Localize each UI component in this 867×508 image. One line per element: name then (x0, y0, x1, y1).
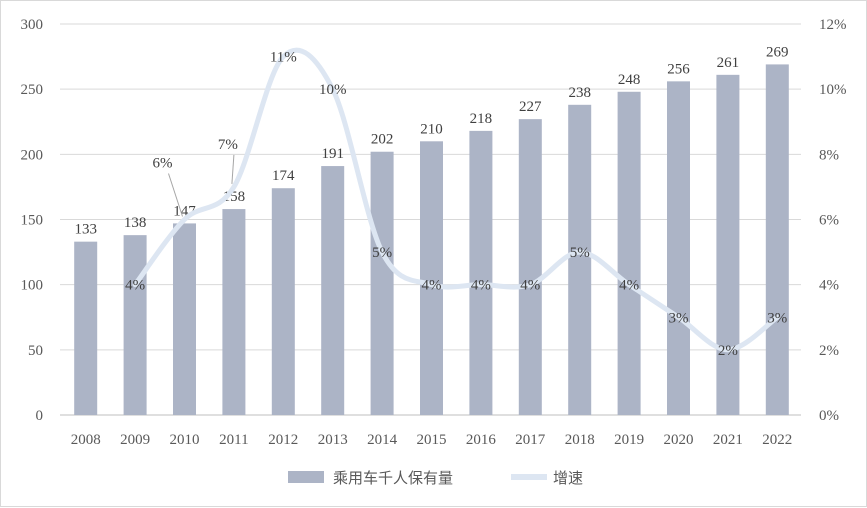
growth-value-label: 4% (619, 278, 639, 294)
bar-value-label: 269 (766, 44, 789, 60)
bar (568, 104, 592, 415)
bar (518, 119, 542, 415)
growth-value-label: 3% (669, 310, 689, 326)
y-right-tick-label: 0% (819, 408, 839, 424)
x-tick-label: 2018 (565, 432, 595, 448)
bar (222, 209, 246, 415)
line-series (132, 47, 780, 353)
bar-value-label: 174 (272, 168, 295, 184)
x-tick-label: 2010 (170, 432, 200, 448)
growth-line (132, 47, 780, 353)
x-tick-label: 2008 (71, 432, 101, 448)
bar (765, 64, 789, 416)
left-axis-ticks: 0 50 100 150 200 250 300 (21, 17, 44, 424)
x-tick-label: 2011 (219, 432, 248, 448)
right-axis-ticks: 0% 2% 4% 6% 8% 10% 12% (819, 17, 847, 424)
legend: 乘用车千人保有量 增速 (288, 469, 583, 487)
bar (123, 235, 147, 415)
growth-value-label: 5% (570, 245, 590, 261)
bar (420, 141, 443, 416)
y-left-tick-label: 100 (21, 278, 44, 294)
x-tick-label: 2019 (614, 432, 644, 448)
bar (716, 74, 740, 415)
growth-value-label: 3% (767, 310, 787, 326)
x-tick-label: 2021 (713, 432, 743, 448)
x-tick-label: 2009 (120, 432, 150, 448)
y-right-tick-label: 6% (819, 213, 839, 229)
growth-value-label: 4% (471, 278, 491, 294)
legend-label-bars: 乘用车千人保有量 (333, 469, 453, 487)
x-tick-label: 2017 (515, 432, 546, 448)
bar (321, 166, 345, 415)
y-left-tick-label: 150 (21, 213, 44, 229)
bar-value-label: 210 (420, 121, 443, 137)
growth-value-label: 7% (218, 137, 238, 153)
legend-swatch-bars (288, 471, 324, 483)
bar (173, 223, 196, 415)
bar (469, 130, 493, 415)
y-right-tick-label: 12% (819, 17, 847, 33)
x-tick-label: 2014 (367, 432, 398, 448)
y-right-tick-label: 2% (819, 343, 839, 359)
y-left-tick-label: 250 (21, 82, 44, 98)
bar (74, 241, 98, 415)
y-left-tick-label: 300 (21, 17, 44, 33)
bar-value-label: 227 (519, 99, 542, 115)
bar-value-label: 248 (618, 72, 641, 88)
y-right-tick-label: 10% (819, 82, 847, 98)
growth-value-label: 4% (125, 278, 145, 294)
y-left-tick-label: 50 (28, 343, 43, 359)
growth-value-label: 10% (319, 82, 347, 98)
bar (370, 151, 394, 415)
bar-value-label: 191 (321, 146, 344, 162)
bar-value-label: 133 (74, 222, 97, 238)
bar-value-label: 261 (717, 55, 740, 71)
x-tick-label: 2016 (466, 432, 497, 448)
bar-value-label: 256 (667, 61, 690, 77)
leader-line (231, 154, 235, 184)
bar-series (74, 64, 789, 416)
bar (617, 91, 641, 416)
growth-value-label: 4% (422, 278, 442, 294)
x-tick-label: 2015 (417, 432, 447, 448)
y-left-tick-label: 200 (21, 147, 44, 163)
growth-value-label: 2% (718, 343, 738, 359)
legend-label-line: 增速 (553, 469, 583, 487)
x-tick-label: 2022 (762, 432, 792, 448)
growth-value-label: 4% (520, 278, 540, 294)
y-right-tick-label: 8% (819, 147, 839, 163)
bar-value-label: 138 (124, 215, 147, 231)
bar (667, 81, 690, 415)
x-tick-label: 2013 (318, 432, 348, 448)
bar (271, 188, 295, 415)
growth-value-label: 6% (153, 156, 173, 172)
bar-value-label: 218 (470, 111, 493, 127)
leader-line (168, 173, 183, 217)
x-axis-ticks: 2008 2009 2010 2011 2012 2013 2014 2015 2016 2017… (71, 432, 793, 448)
growth-value-label: 11% (270, 50, 297, 66)
line-data-labels: 4% 6% 7% 11% 10% 5% 4% 4% 4% 5% 4% 3% 2% 3% (125, 50, 787, 359)
y-right-tick-label: 4% (819, 278, 839, 294)
bar-value-label: 202 (371, 132, 394, 148)
bar-value-label: 238 (568, 85, 591, 101)
y-left-tick-label: 0 (36, 408, 44, 424)
x-tick-label: 2012 (268, 432, 298, 448)
growth-value-label: 5% (372, 245, 392, 261)
x-tick-label: 2020 (664, 432, 694, 448)
